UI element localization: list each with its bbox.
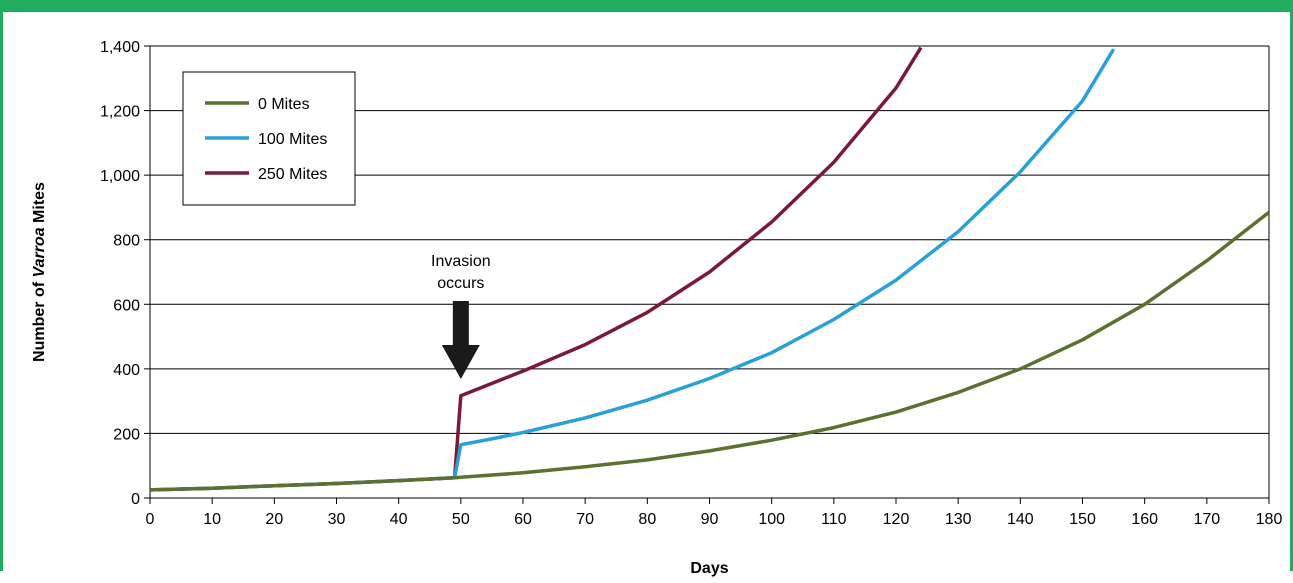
x-tick-label: 80: [638, 511, 656, 528]
x-tick-label: 140: [1007, 511, 1034, 528]
x-tick-label: 30: [328, 511, 346, 528]
annotation-label: occurs: [437, 275, 484, 292]
x-tick-label: 150: [1069, 511, 1096, 528]
y-tick-label: 200: [113, 426, 140, 443]
y-axis-title: Number of Varroa Mites: [31, 182, 48, 362]
x-tick-label: 130: [945, 511, 972, 528]
x-tick-label: 40: [390, 511, 408, 528]
x-tick-label: 10: [203, 511, 221, 528]
y-tick-label: 800: [113, 233, 140, 250]
y-tick-label: 1,000: [100, 168, 140, 185]
x-tick-label: 170: [1193, 511, 1220, 528]
x-tick-label: 110: [821, 511, 847, 528]
x-tick-label: 50: [452, 511, 470, 528]
y-tick-label: 600: [113, 297, 140, 314]
x-tick-label: 100: [758, 511, 785, 528]
x-tick-label: 180: [1256, 511, 1283, 528]
x-tick-label: 0: [146, 511, 155, 528]
y-tick-label: 0: [131, 491, 140, 508]
x-tick-label: 60: [514, 511, 532, 528]
legend-label: 100 Mites: [258, 131, 327, 148]
y-tick-label: 400: [113, 362, 140, 379]
series-line-0-mites: [150, 210, 1269, 492]
legend-label: 0 Mites: [258, 96, 310, 113]
x-tick-label: 90: [701, 511, 719, 528]
x-axis-title: Days: [690, 560, 728, 577]
x-tick-label: 70: [576, 511, 594, 528]
y-tick-label: 1,400: [100, 39, 140, 56]
y-tick-label: 1,200: [100, 104, 140, 121]
x-tick-label: 120: [883, 511, 910, 528]
x-tick-label: 160: [1131, 511, 1158, 528]
line-chart: 0 200 400 600 800 1,000 1,200 1,400 0 10 20 30 40 50 6…: [31, 39, 1283, 577]
annotation-label: Invasion: [431, 253, 491, 270]
x-tick-label: 20: [265, 511, 283, 528]
invasion-arrow-icon: [441, 301, 480, 379]
legend-label: 250 Mites: [258, 166, 327, 183]
